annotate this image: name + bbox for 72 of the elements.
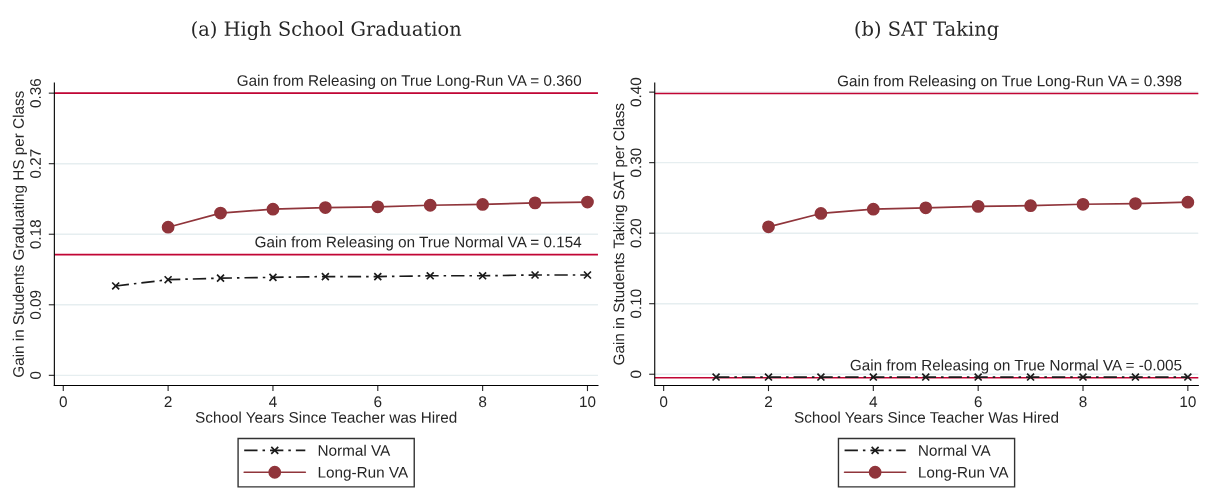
x-tick-label: 8 [479,396,487,408]
x-axis-title: School Years Since Teacher was Hired [195,411,457,423]
point [869,372,878,382]
point [764,372,773,382]
point [711,372,721,382]
point [373,272,383,281]
point [268,273,278,282]
point [423,198,437,212]
x-tick-label: 0 [59,396,67,408]
x-tick-label: 2 [765,396,772,408]
point [321,272,330,281]
y-axis-title: Gain in Students Taking SAT per Class [613,103,628,365]
point [111,281,120,291]
point [971,199,985,213]
point [1129,197,1142,210]
point [581,195,594,209]
x-tick-label: 2 [164,396,172,408]
legend-label: Long-Run VA [919,467,1009,481]
point [762,220,775,234]
legend-label: Long-Run VA [318,467,409,481]
point [814,207,828,220]
x-tick-label: 10 [1180,396,1196,408]
point [1181,195,1195,209]
point [216,273,225,283]
point [163,275,173,285]
y-tick-label: 0.30 [630,148,642,177]
legend-label: Normal VA [919,444,991,456]
point [1076,197,1090,211]
y-axis-title: Gain in Students Graduating HS per Class [12,91,27,377]
y-tick-label: 0.10 [630,289,642,318]
x-tick-label: 4 [269,396,277,408]
point [476,198,490,211]
chart-title: (b) SAT Taking [855,20,999,41]
x-tick-label: 8 [1079,396,1087,408]
ref-line-label: Gain from Releasing on True Long-Run VA = 0.360 [237,74,582,89]
point [266,202,280,216]
point [161,220,175,234]
point [1026,372,1035,382]
x-tick-label: 0 [660,396,668,408]
point [425,271,435,281]
point [1024,199,1037,213]
point [1078,372,1088,382]
y-tick-label: 0.36 [30,78,41,108]
point [1131,372,1140,382]
x-tick-label: 6 [374,396,382,408]
point [1183,372,1193,382]
x-tick-label: 10 [580,396,596,408]
x-axis-title: School Years Since Teacher Was Hired [794,411,1059,423]
point [214,206,227,220]
point [866,202,880,216]
ref-line-label: Gain from Releasing on True Normal VA = -0.005 [850,359,1182,374]
legend-label: Normal VA [318,444,391,456]
x-tick-label: 6 [974,396,982,408]
y-tick-label: 0.18 [30,220,41,249]
ref-line-label: Gain from Releasing on True Normal VA = 0.154 [255,236,582,251]
point [583,270,592,280]
point [919,201,933,215]
point [816,372,826,382]
y-tick-label: 0 [630,370,642,378]
point [530,270,540,280]
point [318,201,332,214]
chart-title: (a) High School Graduation [192,20,462,41]
y-tick-label: 0.27 [30,149,41,178]
y-tick-label: 0.40 [630,77,642,107]
point [478,271,487,281]
point [528,196,542,210]
y-tick-label: 0 [30,371,41,379]
y-tick-label: 0.09 [30,290,41,320]
x-tick-label: 4 [869,396,878,408]
y-tick-label: 0.20 [630,218,642,248]
ref-line-label: Gain from Releasing on True Long-Run VA = 0.398 [837,75,1182,90]
point [371,200,385,214]
